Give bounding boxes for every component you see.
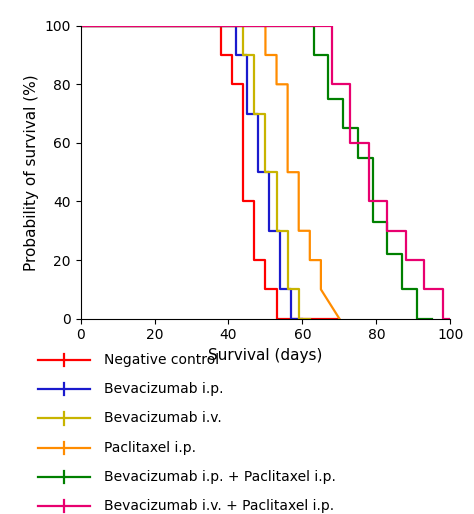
X-axis label: Survival (days): Survival (days) [208, 348, 323, 363]
Y-axis label: Probability of survival (%): Probability of survival (%) [24, 74, 39, 270]
Text: Paclitaxel i.p.: Paclitaxel i.p. [104, 440, 196, 455]
Text: Bevacizumab i.v.: Bevacizumab i.v. [104, 411, 222, 426]
Text: Bevacizumab i.v. + Paclitaxel i.p.: Bevacizumab i.v. + Paclitaxel i.p. [104, 499, 334, 513]
Text: Bevacizumab i.p.: Bevacizumab i.p. [104, 382, 224, 396]
Text: Negative control: Negative control [104, 353, 219, 367]
Text: Bevacizumab i.p. + Paclitaxel i.p.: Bevacizumab i.p. + Paclitaxel i.p. [104, 470, 336, 484]
